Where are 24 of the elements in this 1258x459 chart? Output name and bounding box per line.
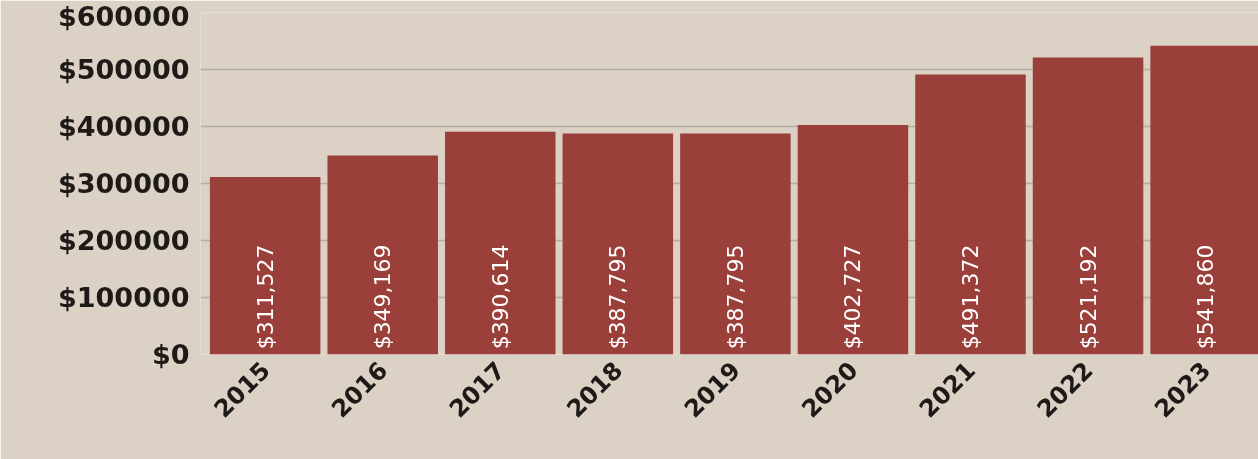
y-tick-label: $0	[151, 339, 190, 370]
bar	[445, 131, 556, 355]
data-label: $387,795	[605, 244, 631, 350]
bar	[680, 133, 791, 355]
data-label: $349,169	[370, 244, 396, 350]
data-label: $491,372	[957, 244, 983, 350]
y-tick-label: $400000	[57, 111, 190, 142]
data-label: $402,727	[840, 244, 866, 350]
bar	[915, 74, 1026, 355]
data-label: $541,860	[1193, 244, 1219, 350]
data-label: $390,614	[487, 244, 513, 350]
bar	[209, 176, 321, 355]
y-tick-label: $600000	[57, 0, 190, 32]
y-tick-label: $300000	[57, 168, 190, 199]
data-label: $521,192	[1075, 244, 1101, 350]
bar	[327, 155, 438, 355]
data-label: $311,527	[252, 244, 278, 350]
bar	[562, 133, 674, 355]
data-label: $387,795	[722, 244, 748, 350]
bar	[797, 124, 909, 355]
y-tick-label: $200000	[57, 225, 190, 256]
bar	[1032, 57, 1144, 355]
y-tick-label: $500000	[57, 54, 190, 85]
y-tick-label: $100000	[57, 282, 190, 313]
